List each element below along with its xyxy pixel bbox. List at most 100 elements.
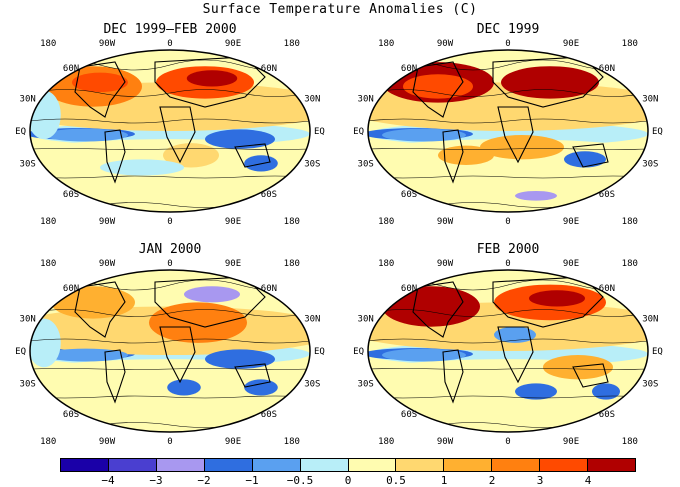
anomaly-region [480, 135, 564, 160]
panel-title: DEC 1999 [476, 22, 540, 37]
lat-label-right: EQ [652, 127, 663, 137]
map-border [367, 269, 649, 433]
colorbar-label: −2 [197, 474, 211, 487]
lat-label-left: EQ [15, 127, 26, 137]
lat-label-left: EQ [353, 127, 364, 137]
anomaly-region [30, 318, 61, 368]
lat-label-right: EQ [314, 127, 325, 137]
colorbar [60, 458, 636, 472]
lat-label-right: 30S [642, 379, 658, 389]
panel-title: DEC 1999–FEB 2000 [103, 22, 237, 37]
map-panel-feb: FEB 2000 180 180 90W 90W 0 0 90E 90E 180 180 60N 60… [343, 242, 673, 457]
anomaly-region [167, 379, 201, 396]
map-panel-dec: DEC 1999 180 180 90W 90W 0 0 90E 90E 180 180 60N 60… [343, 22, 673, 237]
lon-label-bottom: 0 [167, 217, 172, 227]
lon-label-bottom: 180 [284, 217, 300, 227]
coastline [442, 349, 464, 404]
contour-line [30, 89, 310, 97]
lon-label-bottom: 90W [437, 217, 454, 227]
contour-line [368, 118, 648, 124]
anomaly-region [186, 70, 238, 87]
colorbar-label: 3 [536, 474, 544, 487]
lon-label-top: 90W [437, 259, 454, 269]
anomaly-region [149, 302, 247, 343]
lon-label-bottom: 180 [40, 217, 56, 227]
colorbar-label: −4 [101, 474, 115, 487]
anomaly-region [184, 286, 240, 303]
lat-label-left: EQ [353, 347, 364, 357]
anomaly-region [72, 72, 128, 93]
colorbar-swatch [61, 459, 109, 471]
map-graphic: 180 180 90W 90W 0 0 90E 90E 180 180 60N 60N 30N 30N EQ… [353, 259, 663, 447]
map-panel-djf: DEC 1999–FEB 2000 180 180 90W 90W 0 0 90E 90E 18… [5, 22, 335, 237]
coastline [159, 326, 196, 384]
lon-label-top: 90W [99, 259, 116, 269]
lat-label-left: EQ [15, 347, 26, 357]
colorbar-swatch [396, 459, 445, 471]
lat-label-left: 30N [20, 315, 36, 325]
lat-label-right: 60N [599, 64, 615, 74]
map-graphic: 180 180 90W 90W 0 0 90E 90E 180 180 60N 60N 30N 30N EQ… [353, 39, 663, 227]
coastline [104, 349, 126, 404]
lon-label-bottom: 0 [505, 217, 510, 227]
lat-label-left: 60N [63, 284, 79, 294]
lat-label-left: 60N [401, 284, 417, 294]
lon-label-top: 90E [225, 39, 241, 49]
lon-label-top: 180 [378, 259, 394, 269]
anomaly-region [515, 190, 557, 201]
anomaly-region [529, 290, 585, 307]
anomaly-region [100, 159, 184, 176]
coastline [74, 61, 126, 118]
lat-label-left: 30N [358, 315, 374, 325]
colorbar-label: 4 [584, 474, 592, 487]
colorbar-label: 2 [488, 474, 496, 487]
coastline [497, 106, 534, 164]
colorbar-label: −0.5 [286, 474, 314, 487]
lat-label-left: 30S [358, 379, 374, 389]
contour-line [368, 89, 648, 97]
colorbar-swatch [204, 459, 253, 471]
map-border [29, 269, 311, 433]
anomaly-region [51, 286, 135, 319]
lat-label-left: 30N [20, 95, 36, 105]
anomaly-region [494, 326, 536, 343]
lat-label-right: 30S [304, 159, 320, 169]
anomaly-region [438, 145, 494, 166]
lon-label-bottom: 90E [225, 217, 241, 227]
contour-line [30, 118, 310, 124]
contour-line [30, 309, 310, 317]
lat-label-left: 30N [358, 95, 374, 105]
lon-label-bottom: 180 [622, 437, 638, 447]
lat-label-left: 30S [20, 379, 36, 389]
colorbar-label: −1 [245, 474, 259, 487]
anomaly-region [592, 383, 620, 400]
anomaly-region [564, 151, 606, 168]
anomaly-field [30, 270, 310, 432]
colorbar-label: 1 [440, 474, 448, 487]
lon-label-bottom: 0 [167, 437, 172, 447]
map-graphic: 180 180 90W 90W 0 0 90E 90E 180 180 60N 60N 30N 30N EQ… [15, 259, 325, 447]
lat-label-left: 60S [63, 190, 79, 200]
panel-title: JAN 2000 [138, 242, 202, 257]
figure-title: Surface Temperature Anomalies (C) [202, 2, 478, 17]
lat-label-right: 60S [261, 190, 277, 200]
lon-label-top: 0 [505, 259, 510, 269]
lat-label-right: EQ [652, 347, 663, 357]
contour-line [368, 309, 648, 317]
colorbar-swatch [540, 459, 589, 471]
map-border [367, 49, 649, 213]
colorbar-label: −3 [149, 474, 163, 487]
lat-label-left: 60S [401, 410, 417, 420]
lon-label-top: 90E [563, 259, 579, 269]
lat-label-left: 60S [63, 410, 79, 420]
lat-label-right: 60S [599, 410, 615, 420]
lon-label-top: 0 [167, 39, 172, 49]
anomaly-region [403, 74, 473, 99]
colorbar-swatch [348, 459, 397, 471]
lat-label-right: 60N [599, 284, 615, 294]
lon-label-bottom: 90E [563, 437, 579, 447]
lat-label-left: 60N [401, 64, 417, 74]
contour-line [30, 338, 310, 344]
contour-line [368, 395, 648, 399]
anomaly-region [543, 355, 613, 380]
